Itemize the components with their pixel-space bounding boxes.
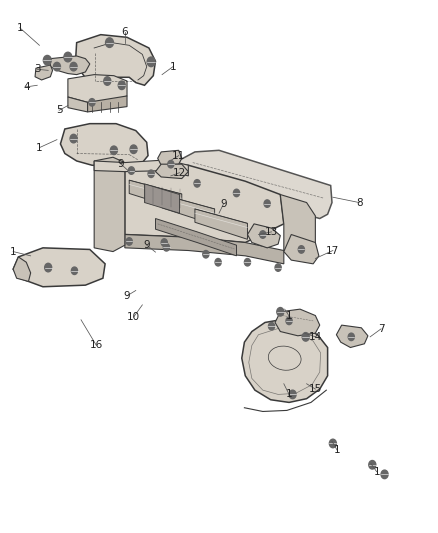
- Circle shape: [70, 134, 77, 143]
- Text: 17: 17: [326, 246, 339, 255]
- Circle shape: [89, 99, 95, 106]
- Text: 9: 9: [117, 159, 124, 168]
- Polygon shape: [242, 320, 328, 402]
- Text: 9: 9: [143, 240, 150, 250]
- Polygon shape: [145, 184, 180, 213]
- Circle shape: [71, 267, 78, 274]
- Circle shape: [147, 57, 155, 67]
- Circle shape: [106, 38, 113, 47]
- Circle shape: [168, 160, 174, 168]
- Text: 11: 11: [172, 151, 185, 160]
- Polygon shape: [162, 195, 215, 225]
- Polygon shape: [170, 150, 332, 219]
- Circle shape: [43, 55, 51, 65]
- Text: 1: 1: [16, 23, 23, 33]
- Text: 14: 14: [309, 332, 322, 342]
- Polygon shape: [284, 235, 319, 264]
- Text: 1: 1: [286, 311, 293, 321]
- Circle shape: [163, 244, 170, 251]
- Circle shape: [118, 81, 125, 90]
- Text: 4: 4: [23, 82, 30, 92]
- Text: 1: 1: [334, 446, 341, 455]
- Circle shape: [260, 231, 266, 238]
- Polygon shape: [195, 209, 247, 239]
- Circle shape: [104, 77, 111, 85]
- Circle shape: [302, 333, 309, 341]
- Circle shape: [203, 251, 209, 258]
- Circle shape: [194, 180, 200, 187]
- Text: 12: 12: [173, 168, 186, 177]
- Text: 1: 1: [36, 143, 43, 152]
- Text: 8: 8: [356, 198, 363, 207]
- Text: 7: 7: [378, 324, 385, 334]
- Polygon shape: [125, 235, 284, 264]
- Text: 1: 1: [286, 390, 293, 399]
- Polygon shape: [60, 124, 148, 168]
- Circle shape: [277, 308, 284, 316]
- Polygon shape: [125, 163, 284, 243]
- Polygon shape: [88, 96, 127, 112]
- Circle shape: [381, 470, 388, 479]
- Circle shape: [369, 461, 376, 469]
- Circle shape: [64, 52, 72, 62]
- Polygon shape: [68, 97, 88, 112]
- Polygon shape: [13, 257, 31, 281]
- Circle shape: [348, 333, 354, 341]
- Polygon shape: [75, 35, 155, 88]
- Polygon shape: [280, 195, 315, 256]
- Polygon shape: [129, 180, 182, 210]
- Polygon shape: [50, 56, 90, 75]
- Text: 1: 1: [10, 247, 17, 256]
- Circle shape: [329, 439, 336, 448]
- Circle shape: [289, 390, 296, 399]
- Polygon shape: [155, 219, 237, 256]
- Circle shape: [161, 239, 167, 246]
- Circle shape: [298, 246, 304, 253]
- Circle shape: [286, 317, 292, 325]
- Circle shape: [126, 238, 132, 245]
- Circle shape: [268, 322, 275, 330]
- Circle shape: [264, 200, 270, 207]
- Text: 3: 3: [34, 64, 41, 74]
- Text: 1: 1: [170, 62, 177, 71]
- Polygon shape: [247, 224, 280, 248]
- Polygon shape: [275, 309, 320, 336]
- Circle shape: [128, 167, 134, 174]
- Text: 13: 13: [265, 227, 278, 237]
- Polygon shape: [155, 164, 188, 179]
- Circle shape: [70, 62, 77, 71]
- Text: 16: 16: [90, 341, 103, 350]
- Polygon shape: [68, 75, 127, 102]
- Text: 5: 5: [56, 106, 63, 115]
- Text: 6: 6: [121, 27, 128, 37]
- Circle shape: [275, 264, 281, 271]
- Text: 1: 1: [373, 467, 380, 477]
- Circle shape: [244, 259, 251, 266]
- Text: 15: 15: [309, 384, 322, 394]
- Text: 9: 9: [220, 199, 227, 209]
- Text: 9: 9: [124, 291, 131, 301]
- Circle shape: [110, 146, 117, 155]
- Circle shape: [130, 145, 137, 154]
- Polygon shape: [35, 65, 53, 80]
- Text: 10: 10: [127, 312, 140, 322]
- Circle shape: [53, 62, 60, 71]
- Polygon shape: [94, 157, 125, 252]
- Polygon shape: [158, 150, 182, 165]
- Polygon shape: [336, 325, 368, 348]
- Polygon shape: [94, 160, 188, 176]
- Circle shape: [45, 263, 52, 272]
- Polygon shape: [13, 248, 105, 287]
- Circle shape: [215, 259, 221, 266]
- Circle shape: [233, 189, 240, 197]
- Circle shape: [148, 170, 154, 177]
